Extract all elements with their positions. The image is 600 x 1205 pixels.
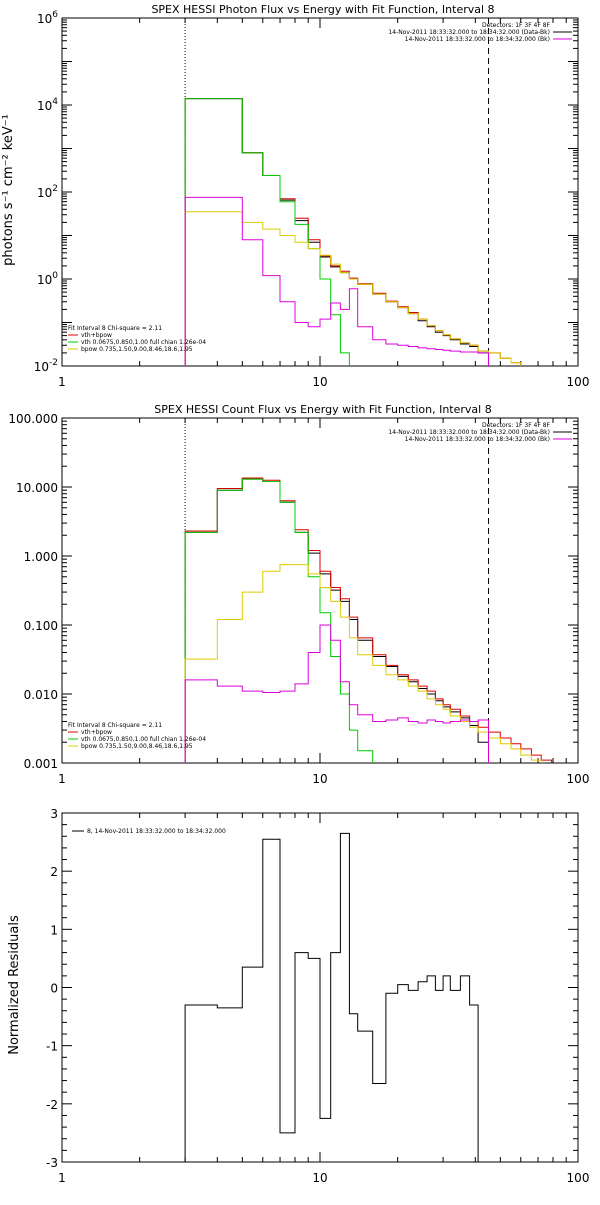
photon-flux-ytick-label: 102 (37, 184, 58, 200)
photon-flux-series-0 (184, 98, 489, 366)
photon-flux-ytick-label: 104 (37, 97, 58, 113)
count-flux-legend-fit-line: vth 0.0675,0.850,1.00 full chian 1.26e-0… (81, 736, 206, 743)
count-flux-panel: SPEX HESSI Count Flux vs Energy with Fit… (8, 403, 589, 786)
photon-flux-title: SPEX HESSI Photon Flux vs Energy with Fi… (151, 3, 494, 16)
photon-flux-legend-fit-line: bpow 0.735,1.50,9.00,8.46,18.6,1.95 (81, 346, 193, 353)
count-flux-xtick-label: 1 (58, 772, 66, 786)
photon-flux-plot: 1 10 100 106 104 102 100 10-2 Detectors: 1F 3F 4… (34, 10, 590, 389)
residuals-ytick-label: 3 (50, 807, 58, 821)
photon-flux-ytick-label: 106 (37, 10, 58, 26)
count-flux-xtick-label: 100 (567, 772, 590, 786)
count-flux-series-0 (184, 478, 489, 763)
photon-flux-legend-fit-line: vth+bpow (81, 332, 112, 339)
residuals-ylabel: Normalized Residuals (7, 915, 22, 1055)
residuals-xtick-label: 1 (58, 1171, 66, 1185)
count-flux-series-group (184, 477, 553, 763)
photon-flux-legend-top-line: Detectors: 1F 3F 4F 8F (482, 22, 551, 29)
photon-flux-legend-top-line: 14-Nov-2011 18:33:32.000 to 18:34:32.000… (405, 36, 550, 43)
photon-flux-ytick-label: 100 (37, 271, 58, 287)
photon-flux-series-3 (184, 211, 522, 366)
count-flux-ytick-label: 1.000 (24, 550, 58, 564)
count-flux-plot: 1 10 100 100.000 10.000 1.000 0.100 0.010 0.001 D… (8, 412, 589, 786)
photon-flux-legend-fit-line: vth 0.0675,0.850,1.00 full chian 1.26e-0… (81, 339, 206, 346)
count-flux-legend-top-line: 14-Nov-2011 18:33:32.000 to 18:34:32.000… (405, 436, 550, 443)
photon-flux-series-1 (184, 98, 522, 366)
photon-flux-ytick-label: 10-2 (34, 358, 58, 374)
count-flux-xtick-label: 10 (312, 772, 327, 786)
residuals-ytick-label: 1 (50, 923, 58, 937)
count-flux-legend-top-line: 14-Nov-2011 18:33:32.000 to 18:34:32.000… (388, 429, 550, 436)
count-flux-series-3 (184, 564, 542, 763)
count-flux-series-2 (184, 478, 374, 763)
count-flux-ytick-label: 0.100 (24, 619, 58, 633)
residuals-xtick-label: 100 (567, 1171, 590, 1185)
count-flux-series-4 (184, 624, 489, 763)
count-flux-ytick-label: 0.010 (24, 688, 58, 702)
residuals-ytick-label: -3 (46, 1156, 58, 1170)
photon-flux-panel: SPEX HESSI Photon Flux vs Energy with Fi… (1, 3, 590, 389)
photon-flux-xtick-label: 100 (567, 375, 590, 389)
residuals-xtick-label: 10 (312, 1171, 327, 1185)
photon-flux-legend-top-line: 14-Nov-2011 18:33:32.000 to 18:34:32.000… (388, 29, 550, 36)
residuals-ytick-label: 0 (50, 982, 58, 996)
photon-flux-frame (61, 17, 579, 367)
residuals-series-group (184, 832, 479, 1162)
count-flux-legend-fit-header: Fit Interval 8 Chi-square = 2.11 (68, 722, 162, 729)
count-flux-legend-fit-line: bpow 0.735,1.50,9.00,8.46,18.6,1.95 (81, 743, 193, 750)
count-flux-ytick-label: 10.000 (16, 481, 58, 495)
photon-flux-legend-fit-header: Fit Interval 8 Chi-square = 2.11 (68, 325, 162, 332)
photon-flux-ylabel: photons s⁻¹ cm⁻² keV⁻¹ (1, 114, 16, 266)
residuals-ytick-label: 2 (50, 865, 58, 879)
photon-flux-xtick-label: 10 (312, 375, 327, 389)
residuals-ytick-label: -1 (46, 1040, 58, 1054)
count-flux-title: SPEX HESSI Count Flux vs Energy with Fit… (154, 403, 491, 416)
residuals-ytick-label: -2 (46, 1098, 58, 1112)
count-flux-series-1 (184, 477, 553, 763)
residuals-series-0 (184, 832, 479, 1162)
photon-flux-xtick-label: 1 (58, 375, 66, 389)
count-flux-legend-fit-line: vth+bpow (81, 729, 112, 736)
photon-flux-series-group (184, 98, 522, 366)
photon-flux-series-2 (184, 98, 359, 366)
residuals-legend-line: 8, 14-Nov-2011 18:33:32.000 to 18:34:32.… (87, 828, 226, 835)
count-flux-ytick-label: 0.001 (24, 757, 58, 771)
residuals-panel: Normalized Residuals 1 10 1003210-1-2-38, … (7, 807, 589, 1185)
count-flux-legend-top-line: Detectors: 1F 3F 4F 8F (482, 422, 551, 429)
photon-flux-series-4 (184, 196, 489, 366)
count-flux-ytick-label: 100.000 (8, 412, 58, 426)
